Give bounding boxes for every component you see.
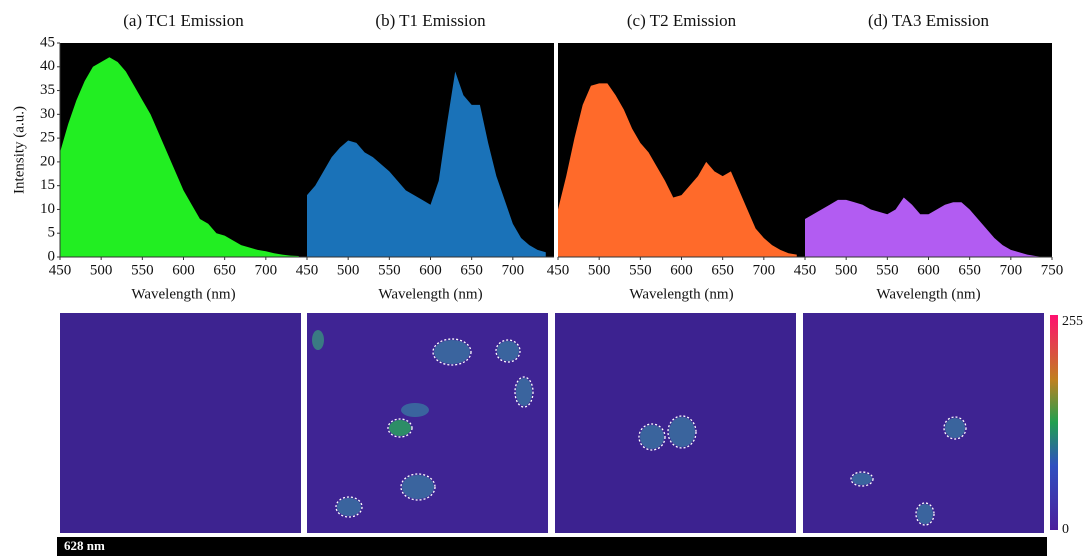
x-tick-label: 750 bbox=[1041, 262, 1064, 278]
y-tick-label: 15 bbox=[40, 177, 55, 193]
x-tick-label: 550 bbox=[629, 262, 652, 278]
y-tick-label: 5 bbox=[48, 225, 56, 241]
x-tick-label: 650 bbox=[711, 262, 734, 278]
x-tick-label: 700 bbox=[1000, 262, 1023, 278]
x-tick-label: 600 bbox=[917, 262, 940, 278]
area bbox=[558, 83, 797, 257]
area bbox=[307, 71, 546, 258]
x-tick-label: 500 bbox=[90, 262, 113, 278]
colorbar-tick-label: 0 bbox=[1062, 522, 1069, 537]
x-tick-label: 650 bbox=[958, 262, 981, 278]
x-axis-label: Wavelength (nm) bbox=[876, 286, 980, 302]
chart-title: (c) T2 Emission bbox=[627, 11, 737, 30]
x-axis-label: Wavelength (nm) bbox=[629, 286, 733, 302]
y-tick-label: 40 bbox=[40, 58, 55, 74]
colorbar-tick-label: 255 bbox=[1062, 314, 1083, 329]
x-tick-label: 700 bbox=[502, 262, 525, 278]
chart-title: (b) T1 Emission bbox=[375, 11, 486, 30]
x-tick-label: 600 bbox=[172, 262, 195, 278]
y-tick-label: 30 bbox=[40, 106, 55, 122]
cells bbox=[312, 330, 965, 524]
x-tick-label: 600 bbox=[670, 262, 693, 278]
x-tick-label: 550 bbox=[131, 262, 154, 278]
x-tick-label: 700 bbox=[255, 262, 278, 278]
y-tick-label: 10 bbox=[40, 201, 55, 217]
y-tick-label: 0 bbox=[48, 248, 56, 264]
colorbar bbox=[1050, 315, 1058, 530]
y-tick-label: 45 bbox=[40, 34, 55, 50]
cell-outlines bbox=[335, 338, 967, 526]
y-axis-label: Intensity (a.u.) bbox=[11, 106, 27, 194]
y-tick-label: 20 bbox=[40, 153, 55, 169]
y-tick-label: 25 bbox=[40, 130, 55, 146]
image-d bbox=[803, 313, 1044, 533]
x-tick-label: 600 bbox=[419, 262, 442, 278]
chart-title: (a) TC1 Emission bbox=[123, 11, 244, 30]
x-tick-label: 550 bbox=[876, 262, 899, 278]
x-axis-label: Wavelength (nm) bbox=[378, 286, 482, 302]
x-tick-label: 450 bbox=[547, 262, 570, 278]
chart-title: (d) TA3 Emission bbox=[868, 11, 990, 30]
y-tick-label: 35 bbox=[40, 82, 55, 98]
x-tick-label: 500 bbox=[337, 262, 360, 278]
image-a bbox=[60, 313, 301, 533]
images: 628 nm bbox=[57, 313, 1058, 556]
area bbox=[805, 197, 1044, 257]
x-tick-label: 450 bbox=[296, 262, 319, 278]
x-axis-label: Wavelength (nm) bbox=[131, 286, 235, 302]
area bbox=[60, 57, 299, 258]
x-tick-label: 650 bbox=[213, 262, 236, 278]
x-tick-label: 500 bbox=[835, 262, 858, 278]
image-label-bar bbox=[57, 537, 1047, 556]
image-label: 628 nm bbox=[64, 538, 105, 553]
x-tick-label: 550 bbox=[378, 262, 401, 278]
x-tick-label: 700 bbox=[753, 262, 776, 278]
x-tick-label: 450 bbox=[794, 262, 817, 278]
x-tick-label: 450 bbox=[49, 262, 72, 278]
x-tick-label: 500 bbox=[588, 262, 611, 278]
x-tick-label: 650 bbox=[460, 262, 483, 278]
